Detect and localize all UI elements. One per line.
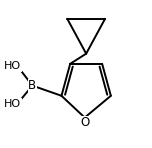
Text: O: O	[80, 116, 89, 129]
Text: HO: HO	[4, 99, 21, 109]
Text: HO: HO	[4, 61, 21, 71]
Text: B: B	[28, 79, 36, 92]
